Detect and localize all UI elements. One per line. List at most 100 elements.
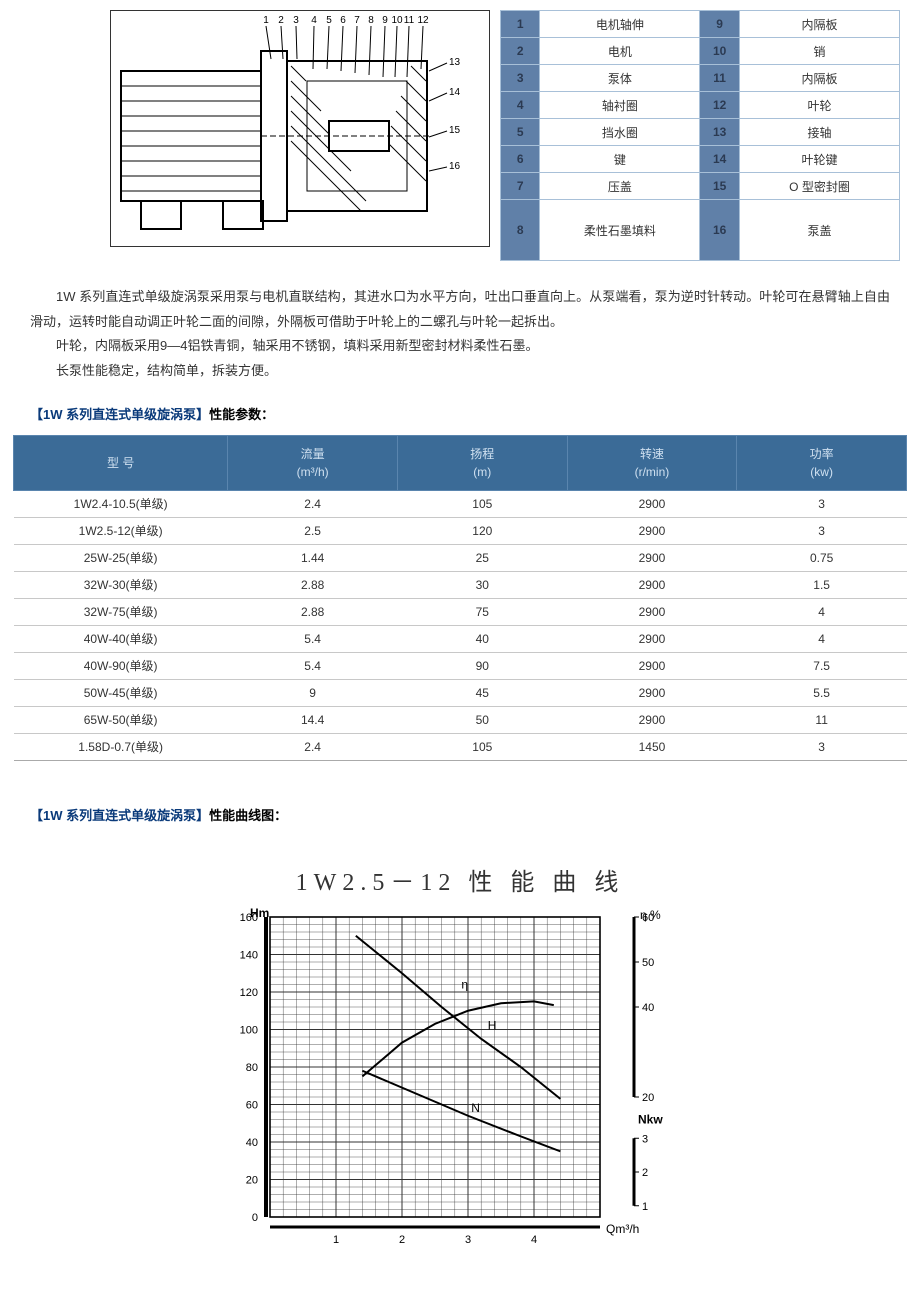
part-label: 电机轴伸 [540, 11, 700, 38]
desc-paragraph-2: 叶轮，内隔板采用9—4铝铁青铜，轴采用不锈钢，填料采用新型密封材料柔性石墨。 [30, 334, 890, 359]
part-number: 3 [501, 65, 540, 92]
spec-header-flow: 流量(m³/h) [228, 435, 398, 490]
part-label: 轴衬圈 [540, 92, 700, 119]
spec-cell: 3 [737, 490, 907, 517]
spec-cell: 45 [397, 679, 567, 706]
spec-cell: 7.5 [737, 652, 907, 679]
svg-text:140: 140 [240, 949, 258, 961]
spec-cell: 65W-50(单级) [14, 706, 228, 733]
part-label: 内隔板 [740, 11, 900, 38]
spec-cell: 1.58D-0.7(单级) [14, 733, 228, 760]
spec-cell: 2.4 [228, 733, 398, 760]
svg-text:11: 11 [404, 15, 415, 26]
svg-text:1: 1 [263, 15, 269, 26]
spec-cell: 2.4 [228, 490, 398, 517]
svg-text:60: 60 [246, 1099, 258, 1111]
part-number: 9 [700, 11, 740, 38]
svg-text:100: 100 [240, 1024, 258, 1036]
spec-header-speed: 转速(r/min) [567, 435, 737, 490]
spec-row: 32W-75(单级)2.887529004 [14, 598, 907, 625]
spec-header-model: 型 号 [14, 435, 228, 490]
svg-text:12: 12 [417, 15, 429, 26]
parts-row: 5挡水圈13接轴 [501, 119, 900, 146]
svg-text:60: 60 [642, 912, 654, 924]
spec-cell: 40W-90(单级) [14, 652, 228, 679]
spec-cell: 3 [737, 733, 907, 760]
curve-heading: 【1W 系列直连式单级旋涡泵】性能曲线图： [0, 799, 920, 832]
pump-diagram: 123 456 789 101112 13 14 15 16 [110, 10, 490, 247]
spec-cell: 90 [397, 652, 567, 679]
spec-cell: 40 [397, 625, 567, 652]
spec-cell: 4 [737, 625, 907, 652]
svg-text:14: 14 [449, 87, 461, 98]
part-number: 6 [501, 146, 540, 173]
svg-text:4: 4 [531, 1234, 537, 1246]
part-label: 泵盖 [740, 200, 900, 261]
spec-cell: 32W-30(单级) [14, 571, 228, 598]
spec-row: 1.58D-0.7(单级)2.410514503 [14, 733, 907, 760]
specs-heading: 【1W 系列直连式单级旋涡泵】性能参数： [0, 398, 920, 431]
spec-cell: 5.5 [737, 679, 907, 706]
spec-cell: 25W-25(单级) [14, 544, 228, 571]
spec-cell: 2.88 [228, 598, 398, 625]
svg-text:40: 40 [642, 1002, 654, 1014]
spec-cell: 1W2.5-12(单级) [14, 517, 228, 544]
spec-cell: 2900 [567, 598, 737, 625]
spec-row: 40W-90(单级)5.49029007.5 [14, 652, 907, 679]
parts-row: 8柔性石墨填料16泵盖 [501, 200, 900, 261]
spec-cell: 30 [397, 571, 567, 598]
part-number: 10 [700, 38, 740, 65]
spec-header-head: 扬程(m) [397, 435, 567, 490]
part-label: 挡水圈 [540, 119, 700, 146]
chart-title: 1W2.5－12 性 能 曲 线 [0, 862, 920, 897]
part-label: 销 [740, 38, 900, 65]
svg-text:4: 4 [311, 15, 317, 26]
part-number: 8 [501, 200, 540, 261]
spec-cell: 3 [737, 517, 907, 544]
svg-text:10: 10 [391, 15, 403, 26]
spec-cell: 14.4 [228, 706, 398, 733]
svg-text:Nkw: Nkw [638, 1112, 663, 1126]
spec-cell: 1W2.4-10.5(单级) [14, 490, 228, 517]
svg-text:Qm³/h: Qm³/h [606, 1222, 639, 1236]
desc-paragraph-3: 长泵性能稳定，结构简单，拆装方便。 [30, 359, 890, 384]
description-text: 1W 系列直连式单级旋涡泵采用泵与电机直联结构，其进水口为水平方向，吐出口垂直向… [0, 271, 920, 398]
spec-cell: 2.5 [228, 517, 398, 544]
svg-text:2: 2 [399, 1234, 405, 1246]
spec-cell: 2900 [567, 490, 737, 517]
svg-text:0: 0 [252, 1212, 258, 1224]
spec-cell: 25 [397, 544, 567, 571]
curve-heading-blue: 【1W 系列直连式单级旋涡泵】 [30, 808, 209, 823]
desc-paragraph-1: 1W 系列直连式单级旋涡泵采用泵与电机直联结构，其进水口为水平方向，吐出口垂直向… [30, 285, 890, 334]
specs-heading-blue: 【1W 系列直连式单级旋涡泵】 [30, 407, 209, 422]
parts-row: 4轴衬圈12叶轮 [501, 92, 900, 119]
svg-text:120: 120 [240, 987, 258, 999]
svg-text:2: 2 [642, 1167, 648, 1179]
part-number: 11 [700, 65, 740, 92]
top-section: 123 456 789 101112 13 14 15 16 1电 [0, 0, 920, 271]
svg-text:6: 6 [340, 15, 346, 26]
part-number: 15 [700, 173, 740, 200]
spec-cell: 2900 [567, 517, 737, 544]
spec-row: 32W-30(单级)2.883029001.5 [14, 571, 907, 598]
part-number: 13 [700, 119, 740, 146]
spec-cell: 9 [228, 679, 398, 706]
svg-text:Hm: Hm [250, 907, 269, 920]
svg-text:80: 80 [246, 1062, 258, 1074]
part-number: 2 [501, 38, 540, 65]
svg-text:20: 20 [246, 1174, 258, 1186]
spec-cell: 2900 [567, 679, 737, 706]
svg-text:13: 13 [449, 57, 461, 68]
part-number: 7 [501, 173, 540, 200]
svg-text:16: 16 [449, 161, 461, 172]
svg-text:40: 40 [246, 1137, 258, 1149]
spec-cell: 1.44 [228, 544, 398, 571]
spec-cell: 2900 [567, 652, 737, 679]
part-label: 压盖 [540, 173, 700, 200]
spec-row: 50W-45(单级)94529005.5 [14, 679, 907, 706]
spec-cell: 2900 [567, 571, 737, 598]
spec-header-power: 功率(kw) [737, 435, 907, 490]
spec-cell: 11 [737, 706, 907, 733]
spec-cell: 1.5 [737, 571, 907, 598]
specs-heading-black: 性能参数： [209, 407, 274, 422]
